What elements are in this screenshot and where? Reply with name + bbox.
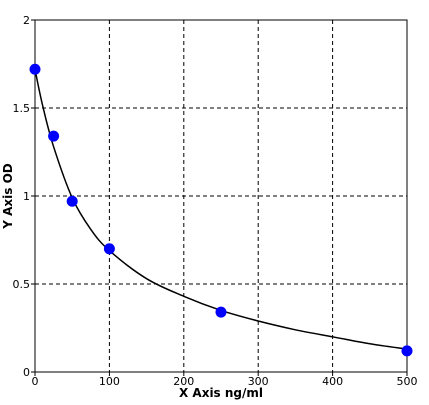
- x-axis-ticks: 0 100 200 300 400 500: [32, 372, 418, 388]
- y-tick-label: 0: [23, 366, 30, 379]
- data-point: [66, 195, 78, 207]
- data-points: [29, 63, 413, 357]
- y-tick-label: 1.5: [13, 102, 31, 115]
- x-axis-label: X Axis ng/ml: [179, 386, 263, 400]
- y-axis-label: Y Axis OD: [1, 163, 15, 230]
- data-point: [103, 243, 115, 255]
- x-tick-label: 100: [99, 375, 120, 388]
- y-axis-ticks: 0 0.5 1 1.5 2: [13, 14, 35, 379]
- x-tick-label: 0: [32, 375, 39, 388]
- x-tick-label: 500: [397, 375, 418, 388]
- y-tick-label: 2: [23, 14, 30, 27]
- y-tick-label: 1: [23, 190, 30, 203]
- y-tick-label: 0.5: [13, 278, 31, 291]
- grid: [35, 20, 407, 372]
- x-tick-label: 300: [248, 375, 269, 388]
- x-tick-label: 400: [322, 375, 343, 388]
- x-tick-label: 200: [173, 375, 194, 388]
- data-point: [401, 345, 413, 357]
- data-point: [215, 306, 227, 318]
- data-point: [48, 130, 60, 142]
- fit-curve: [34, 69, 408, 350]
- data-point: [29, 63, 41, 75]
